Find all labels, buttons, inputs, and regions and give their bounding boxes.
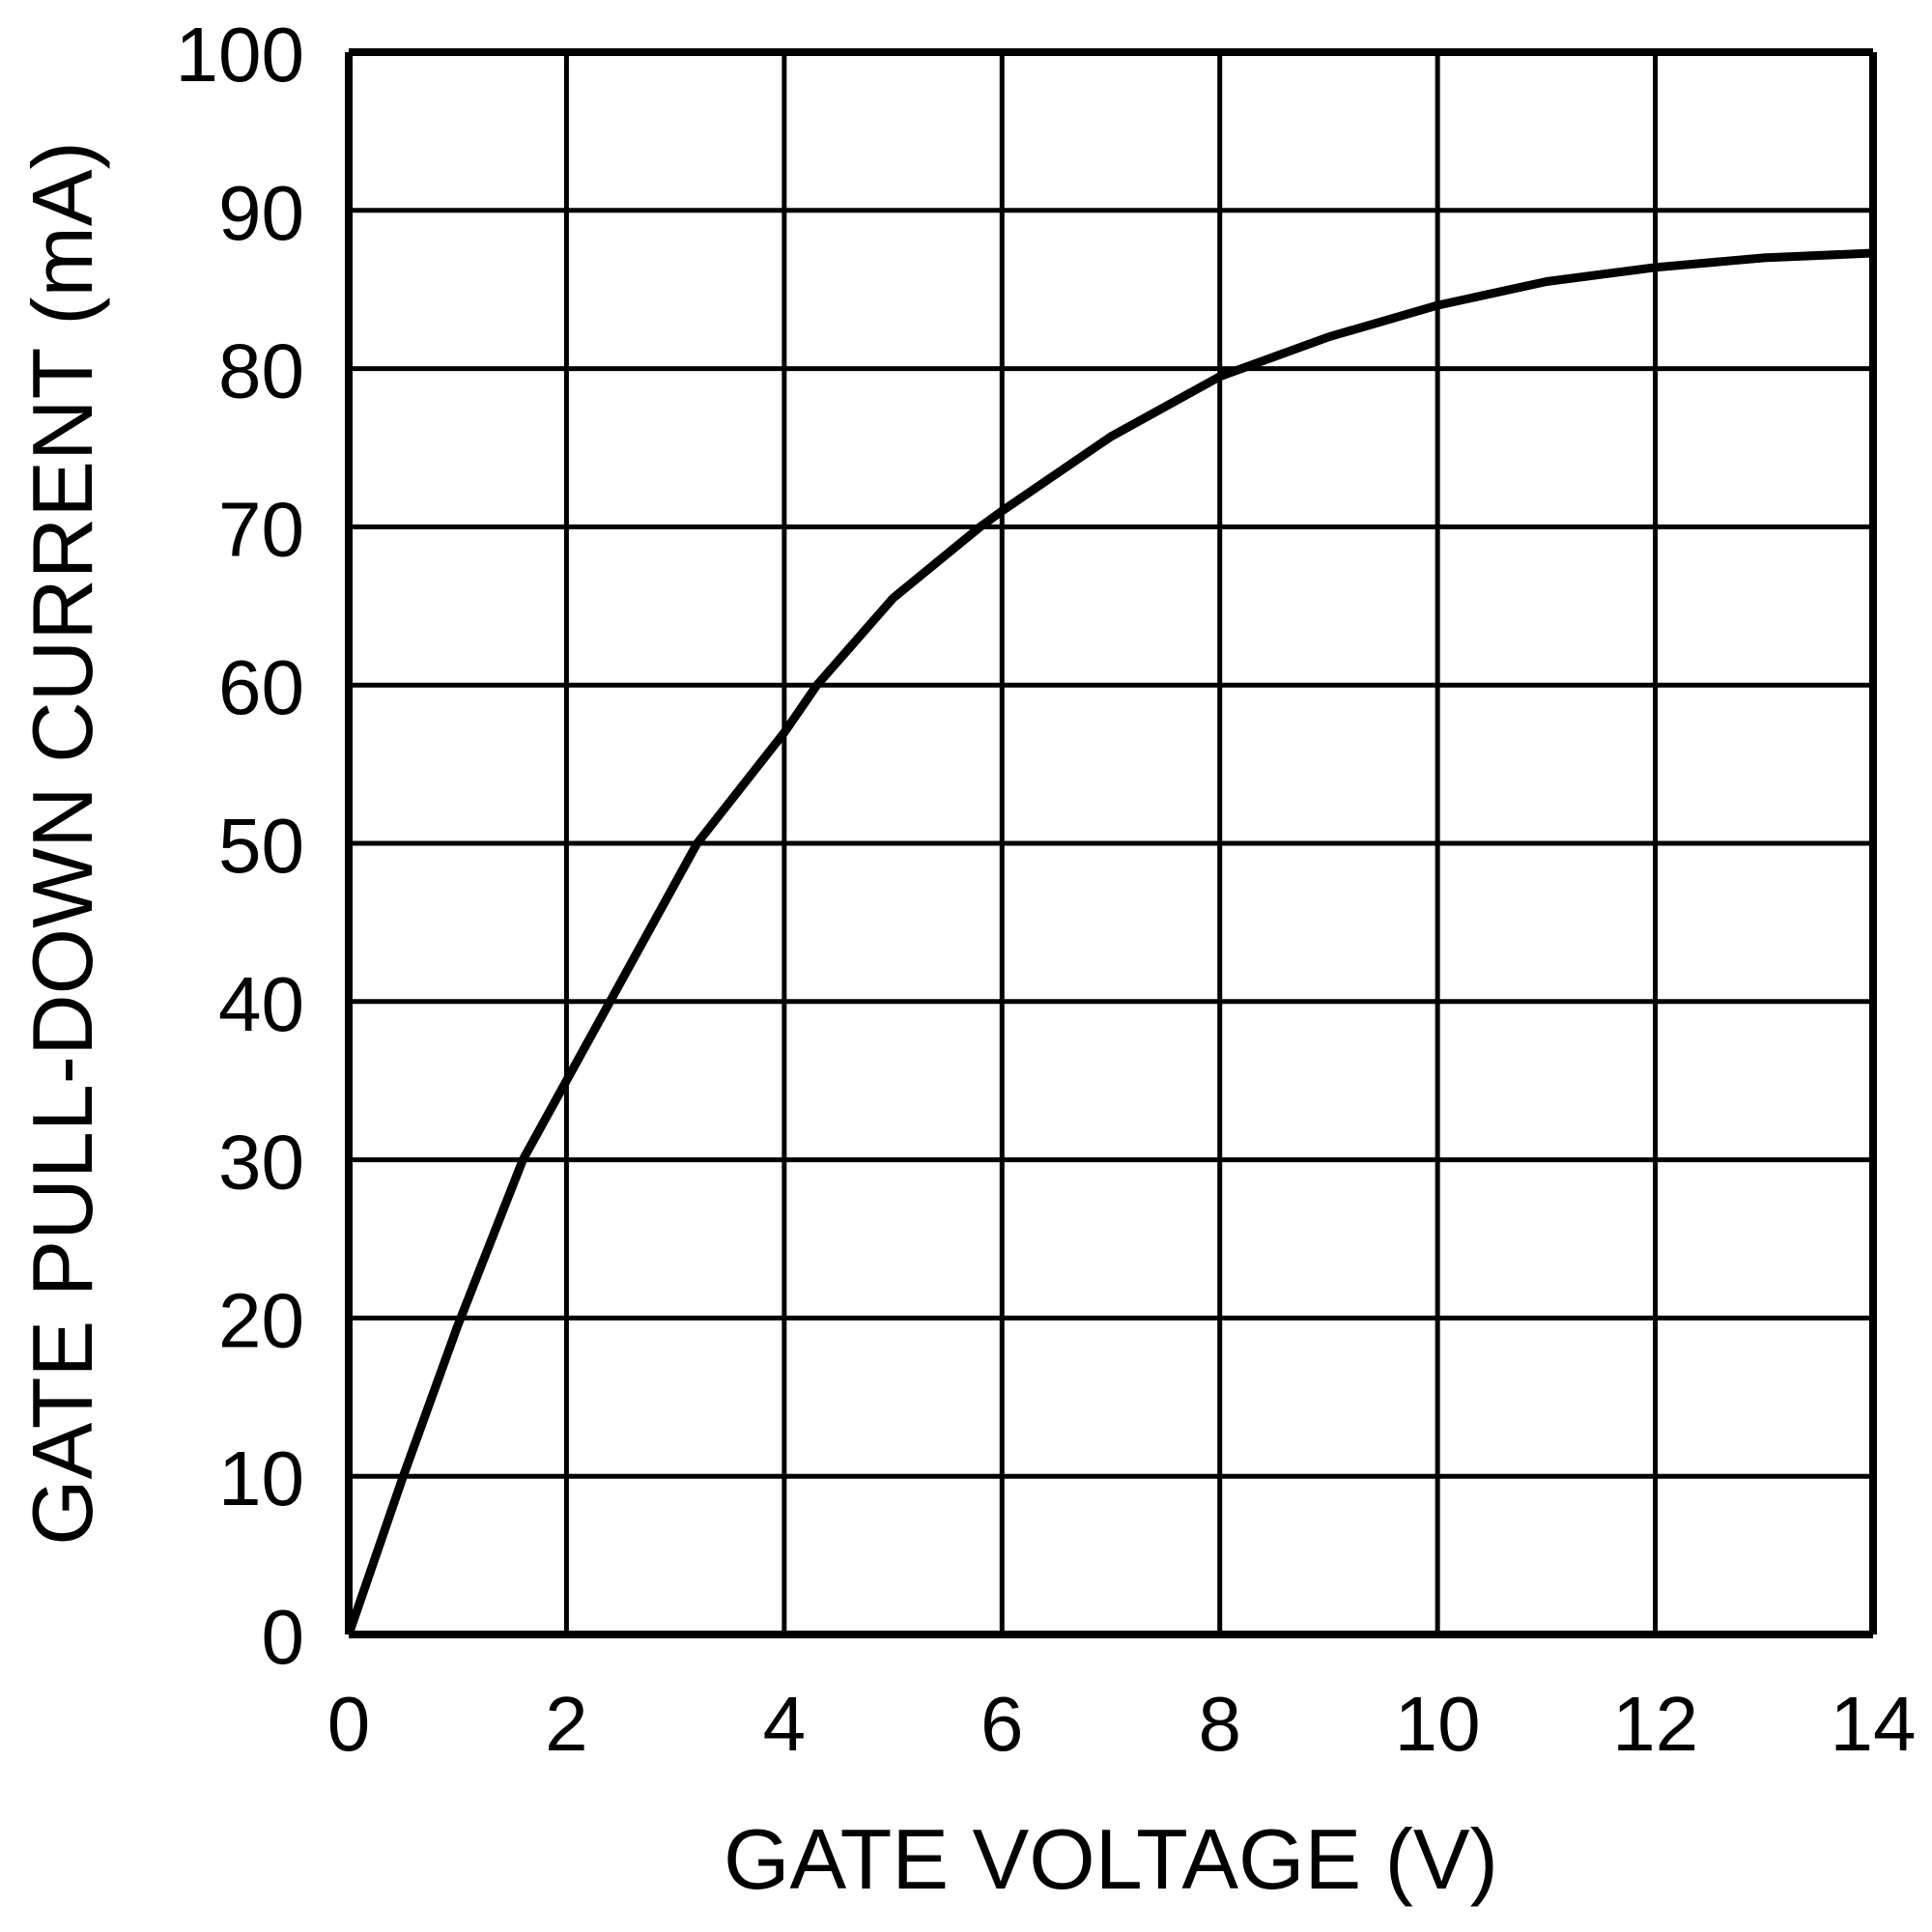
y-tick-label: 90 [218, 170, 304, 256]
y-tick-label: 0 [262, 1594, 305, 1680]
x-tick-labels: 0 2 4 6 8 10 12 14 [327, 1681, 1917, 1767]
x-tick-label: 4 [763, 1681, 807, 1767]
x-tick-label: 8 [1198, 1681, 1241, 1767]
x-tick-label: 10 [1395, 1681, 1481, 1767]
x-tick-label: 2 [545, 1681, 588, 1767]
y-tick-label: 60 [218, 644, 304, 730]
y-tick-labels: 0 10 20 30 40 50 60 70 80 90 100 [176, 12, 304, 1680]
x-tick-label: 12 [1612, 1681, 1698, 1767]
y-tick-label: 80 [218, 328, 304, 414]
x-tick-label: 14 [1831, 1681, 1917, 1767]
x-axis-label: GATE VOLTAGE (V) [724, 1811, 1498, 1907]
series-line [344, 248, 1874, 1636]
grid [345, 48, 1877, 1638]
x-tick-label: 0 [327, 1681, 371, 1767]
y-tick-label: 10 [218, 1435, 304, 1521]
y-tick-label: 100 [176, 12, 304, 98]
y-tick-label: 50 [218, 803, 304, 889]
y-tick-label: 70 [218, 486, 304, 572]
y-axis-label: GATE PULL-DOWN CURRENT (mA) [14, 141, 110, 1546]
y-tick-label: 30 [218, 1120, 304, 1206]
y-tick-label: 40 [218, 961, 304, 1047]
y-tick-label: 20 [218, 1277, 304, 1363]
x-tick-label: 6 [980, 1681, 1024, 1767]
